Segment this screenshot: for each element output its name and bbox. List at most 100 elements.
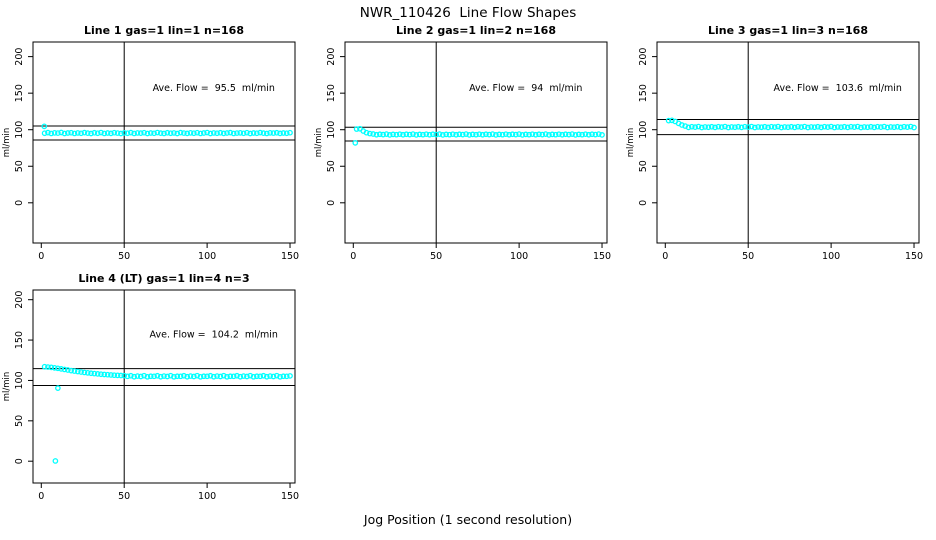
plot-box xyxy=(344,41,608,244)
panel-title: Line 2 gas=1 lin=2 n=168 xyxy=(396,24,556,37)
data-point xyxy=(814,123,821,130)
y-tick-label: 150 xyxy=(14,84,25,102)
x-tick-label: 0 xyxy=(350,251,356,262)
data-point xyxy=(725,124,732,131)
data-point xyxy=(791,124,798,131)
data-point xyxy=(838,124,844,131)
data-point xyxy=(167,130,174,137)
x-tick-label: 100 xyxy=(822,251,840,262)
data-point xyxy=(370,131,377,137)
data-point xyxy=(386,132,393,138)
data-point xyxy=(108,130,114,137)
data-point xyxy=(94,371,101,377)
data-point xyxy=(131,373,138,380)
data-point xyxy=(197,130,204,137)
data-point xyxy=(41,130,48,137)
data-point xyxy=(489,131,496,137)
data-point xyxy=(114,372,121,379)
data-point xyxy=(224,130,230,136)
data-point xyxy=(51,364,58,371)
data-point xyxy=(260,130,267,136)
data-point xyxy=(781,124,788,130)
data-point xyxy=(396,131,403,138)
data-point xyxy=(400,131,406,138)
data-point xyxy=(151,130,157,137)
data-point xyxy=(45,364,51,370)
data-point xyxy=(788,123,795,130)
data-point xyxy=(237,130,244,136)
data-point xyxy=(894,123,901,130)
data-point xyxy=(58,129,65,136)
data-point xyxy=(496,131,503,138)
data-point xyxy=(410,131,416,137)
data-point xyxy=(463,131,469,137)
data-point xyxy=(190,373,197,380)
data-point xyxy=(546,132,552,138)
y-tick-label: 50 xyxy=(14,160,25,172)
data-point xyxy=(61,366,68,373)
data-point xyxy=(234,372,240,379)
data-point xyxy=(114,130,121,136)
data-point xyxy=(735,123,742,130)
data-point xyxy=(78,369,84,375)
data-point xyxy=(151,373,157,380)
data-point xyxy=(81,129,88,136)
data-point xyxy=(177,129,184,136)
data-point xyxy=(190,130,197,137)
data-point xyxy=(121,372,128,379)
data-point xyxy=(380,131,386,138)
data-point xyxy=(247,372,254,379)
data-point xyxy=(217,129,224,136)
data-point xyxy=(473,131,479,138)
scatter-points xyxy=(41,123,293,137)
data-point xyxy=(234,130,240,136)
data-point xyxy=(111,129,118,136)
data-point xyxy=(751,124,758,131)
data-point xyxy=(104,371,111,378)
data-point xyxy=(363,129,370,136)
data-point xyxy=(712,124,718,131)
panel-1: 0 50 100 150 0 50 100 150 200 ml/min Line 1 gas=1 … xyxy=(2,24,299,262)
y-tick-label: 150 xyxy=(326,84,337,102)
data-point xyxy=(868,123,874,130)
data-point xyxy=(61,130,68,137)
data-point xyxy=(353,126,360,132)
data-point xyxy=(134,373,141,379)
data-point xyxy=(187,130,194,136)
data-point xyxy=(456,131,463,138)
data-point xyxy=(277,130,283,137)
data-point xyxy=(559,131,566,138)
data-point xyxy=(58,366,65,372)
data-point xyxy=(141,372,147,379)
data-point xyxy=(522,131,529,138)
data-point xyxy=(134,130,141,136)
data-point xyxy=(194,372,201,379)
data-point xyxy=(373,131,380,138)
data-point xyxy=(811,124,818,131)
data-point xyxy=(210,373,217,380)
data-point xyxy=(745,124,752,131)
y-tick-label: 50 xyxy=(14,415,25,427)
data-point xyxy=(91,129,98,136)
data-point xyxy=(367,130,373,137)
data-point xyxy=(144,130,151,137)
data-point xyxy=(161,130,167,137)
data-point xyxy=(887,124,894,130)
data-point xyxy=(821,123,828,130)
data-point xyxy=(88,370,94,377)
data-point xyxy=(91,370,98,377)
data-point xyxy=(742,123,748,130)
data-point xyxy=(137,130,144,136)
data-point xyxy=(801,123,808,130)
data-point xyxy=(595,131,602,137)
data-point xyxy=(287,373,293,379)
data-point xyxy=(512,131,519,138)
data-point xyxy=(74,368,81,375)
data-point xyxy=(230,373,237,380)
y-tick-label: 100 xyxy=(638,121,649,139)
panel-title: Line 3 gas=1 lin=3 n=168 xyxy=(708,24,868,37)
data-point xyxy=(834,124,841,130)
data-point xyxy=(502,131,509,138)
data-point xyxy=(416,131,423,138)
data-point xyxy=(439,132,446,138)
